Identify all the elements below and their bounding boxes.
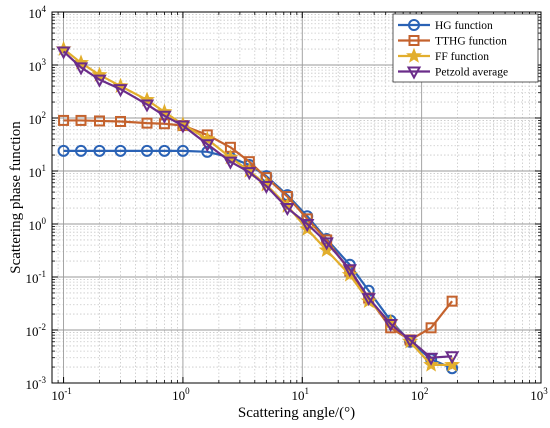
legend-item-hg-function: HG function (398, 19, 493, 32)
legend-label: FF function (435, 51, 489, 63)
data-point-tthg-function (425, 322, 437, 334)
y-tick-label: 101 (29, 163, 47, 180)
data-point-petzold-average (242, 167, 257, 181)
y-axis-label: Scattering phase function (8, 121, 24, 274)
legend-item-petzold-average: Petzold average (398, 66, 508, 80)
data-point-hg-function (75, 144, 88, 157)
data-point-petzold-average (361, 293, 376, 307)
y-tick-label: 10-3 (26, 375, 47, 392)
data-point-hg-function (176, 144, 189, 157)
data-point-tthg-function (141, 117, 153, 129)
axis-ticks (52, 11, 542, 384)
data-point-petzold-average (175, 120, 191, 134)
data-point-tthg-function (158, 118, 170, 130)
y-tick-label: 100 (29, 216, 47, 233)
data-point-tthg-function (58, 114, 70, 126)
legend-item-tthg-function: TTHG function (398, 35, 507, 48)
data-point-petzold-average (342, 264, 357, 278)
data-point-ff-function (199, 130, 216, 146)
data-point-petzold-average (200, 139, 215, 153)
data-point-hg-function (114, 144, 127, 157)
data-point-petzold-average (157, 110, 172, 124)
x-tick-label: 100 (172, 386, 190, 403)
x-tick-label: 102 (411, 386, 429, 403)
data-point-petzold-average (300, 219, 315, 233)
data-point-hg-function (140, 144, 153, 157)
data-point-petzold-average (92, 74, 107, 88)
data-point-ff-function (73, 54, 89, 70)
data-point-petzold-average (444, 351, 460, 365)
data-point-petzold-average (73, 62, 89, 76)
data-point-petzold-average (139, 99, 155, 113)
data-point-petzold-average (259, 181, 274, 195)
data-point-petzold-average (383, 318, 398, 333)
data-point-ff-function (91, 66, 108, 82)
data-point-hg-function (57, 144, 70, 157)
data-point-petzold-average (223, 156, 238, 170)
legend-swatch-marker (406, 47, 422, 63)
data-point-tthg-function (115, 115, 127, 127)
data-point-petzold-average (423, 352, 439, 366)
legend-swatch-marker (408, 19, 420, 31)
data-point-petzold-average (113, 84, 128, 98)
y-tick-label: 103 (29, 57, 47, 74)
x-tick-label: 101 (292, 386, 310, 403)
legend-label: TTHG function (435, 36, 507, 48)
legend: HG function TTHG function FF function Petzo… (392, 13, 539, 83)
x-tick-label: 10-1 (51, 386, 72, 403)
y-tick-label: 102 (29, 110, 47, 127)
legend-swatch-marker (406, 66, 422, 80)
data-point-ff-function (139, 91, 155, 107)
data-point-tthg-function (93, 115, 105, 127)
x-axis-tick-labels: 10-1 100 101 102 103 (51, 386, 548, 403)
data-point-petzold-average (56, 46, 71, 60)
legend-label: HG function (435, 20, 493, 32)
data-point-tthg-function (446, 295, 458, 307)
data-point-petzold-average (402, 334, 418, 348)
data-point-petzold-average (280, 203, 295, 217)
series-petzold-average (56, 46, 460, 366)
data-point-tthg-function (75, 114, 87, 126)
data-point-hg-function (93, 144, 106, 157)
legend-swatch-marker (408, 35, 420, 46)
legend-item-ff-function: FF function (398, 47, 489, 63)
x-axis-label: Scattering angle/(°) (238, 405, 355, 421)
y-tick-label: 104 (29, 4, 47, 21)
y-tick-label: 10-2 (26, 322, 47, 339)
y-tick-label: 10-1 (26, 269, 47, 286)
legend-label: Petzold average (435, 67, 508, 79)
data-point-petzold-average (319, 237, 334, 251)
y-axis-tick-labels: 10-3 10-2 10-1 100 101 102 103 104 (26, 4, 47, 392)
x-tick-label: 103 (530, 386, 548, 403)
series-layer (55, 40, 461, 375)
data-point-hg-function (158, 144, 171, 157)
data-point-hg-function (201, 145, 214, 158)
